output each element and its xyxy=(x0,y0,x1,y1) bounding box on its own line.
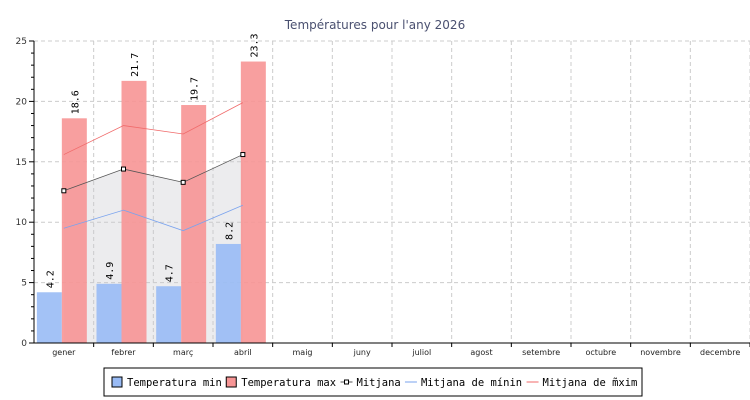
x-tick-label: abril xyxy=(234,348,252,357)
legend-label: Mitjana xyxy=(357,377,401,389)
x-tick-label: setembre xyxy=(522,348,560,357)
bar-temperatura-max xyxy=(61,118,87,343)
legend-label: Mitjana de m̃xim xyxy=(543,377,638,389)
x-tick-label: agost xyxy=(470,348,492,357)
mitjana-marker xyxy=(180,179,186,185)
x-tick-label: octubre xyxy=(586,348,617,357)
x-tick-label: decembre xyxy=(700,348,740,357)
bar-temperatura-min xyxy=(156,286,182,343)
data-label-min: 4.9 xyxy=(105,262,116,280)
legend-marker xyxy=(344,379,349,385)
x-tick-label: maig xyxy=(293,348,313,357)
legend-label: Temperatura max xyxy=(241,377,336,389)
legend-box xyxy=(103,367,643,397)
legend-label: Mitjana de mínin xyxy=(421,377,522,389)
bar-temperatura-max xyxy=(121,80,147,343)
legend: Temperatura min Temperatura max Mitjana Mit… xyxy=(103,367,643,397)
data-label-max: 23.3 xyxy=(249,33,260,57)
bar-temperatura-max xyxy=(181,105,207,343)
data-label-max: 21.7 xyxy=(130,53,141,77)
line-mitjana-de-m-nin xyxy=(63,204,243,232)
data-label-max: 18.6 xyxy=(70,90,81,114)
line-mitjana-de-m-xim xyxy=(63,102,244,155)
data-label-max: 19.7 xyxy=(190,77,201,101)
x-tick-label: juliol xyxy=(411,348,431,357)
mitjana-marker xyxy=(61,188,67,194)
y-tick-label: 0 xyxy=(21,339,27,349)
x-tick-label: gener xyxy=(52,348,76,357)
legend-label: Temperatura min xyxy=(127,377,222,389)
y-tick-label: 5 xyxy=(21,279,27,289)
mitjana-marker xyxy=(240,152,246,158)
bar-temperatura-min xyxy=(36,292,62,343)
bar-temperatura-min xyxy=(215,243,241,343)
y-tick-label: 10 xyxy=(16,218,28,228)
legend-swatch xyxy=(225,376,237,388)
line-mitjana xyxy=(63,154,244,192)
legend-swatch xyxy=(111,376,123,388)
y-tick-label: 25 xyxy=(16,37,27,47)
data-label-min: 4.2 xyxy=(45,270,56,288)
chart-title: Températures pour l'any 2026 xyxy=(284,18,465,32)
data-label-min: 8.2 xyxy=(224,222,235,240)
y-tick-label: 20 xyxy=(16,97,28,107)
y-tick-label: 15 xyxy=(16,158,27,168)
data-label-min: 4.7 xyxy=(165,264,176,282)
bar-temperatura-min xyxy=(96,283,122,343)
bar-temperatura-max xyxy=(240,61,266,343)
x-tick-label: març xyxy=(173,348,193,357)
mitjana-marker xyxy=(121,166,126,172)
x-tick-label: febrer xyxy=(111,348,136,357)
x-tick-label: novembre xyxy=(640,348,681,357)
x-tick-label: juny xyxy=(353,348,371,357)
